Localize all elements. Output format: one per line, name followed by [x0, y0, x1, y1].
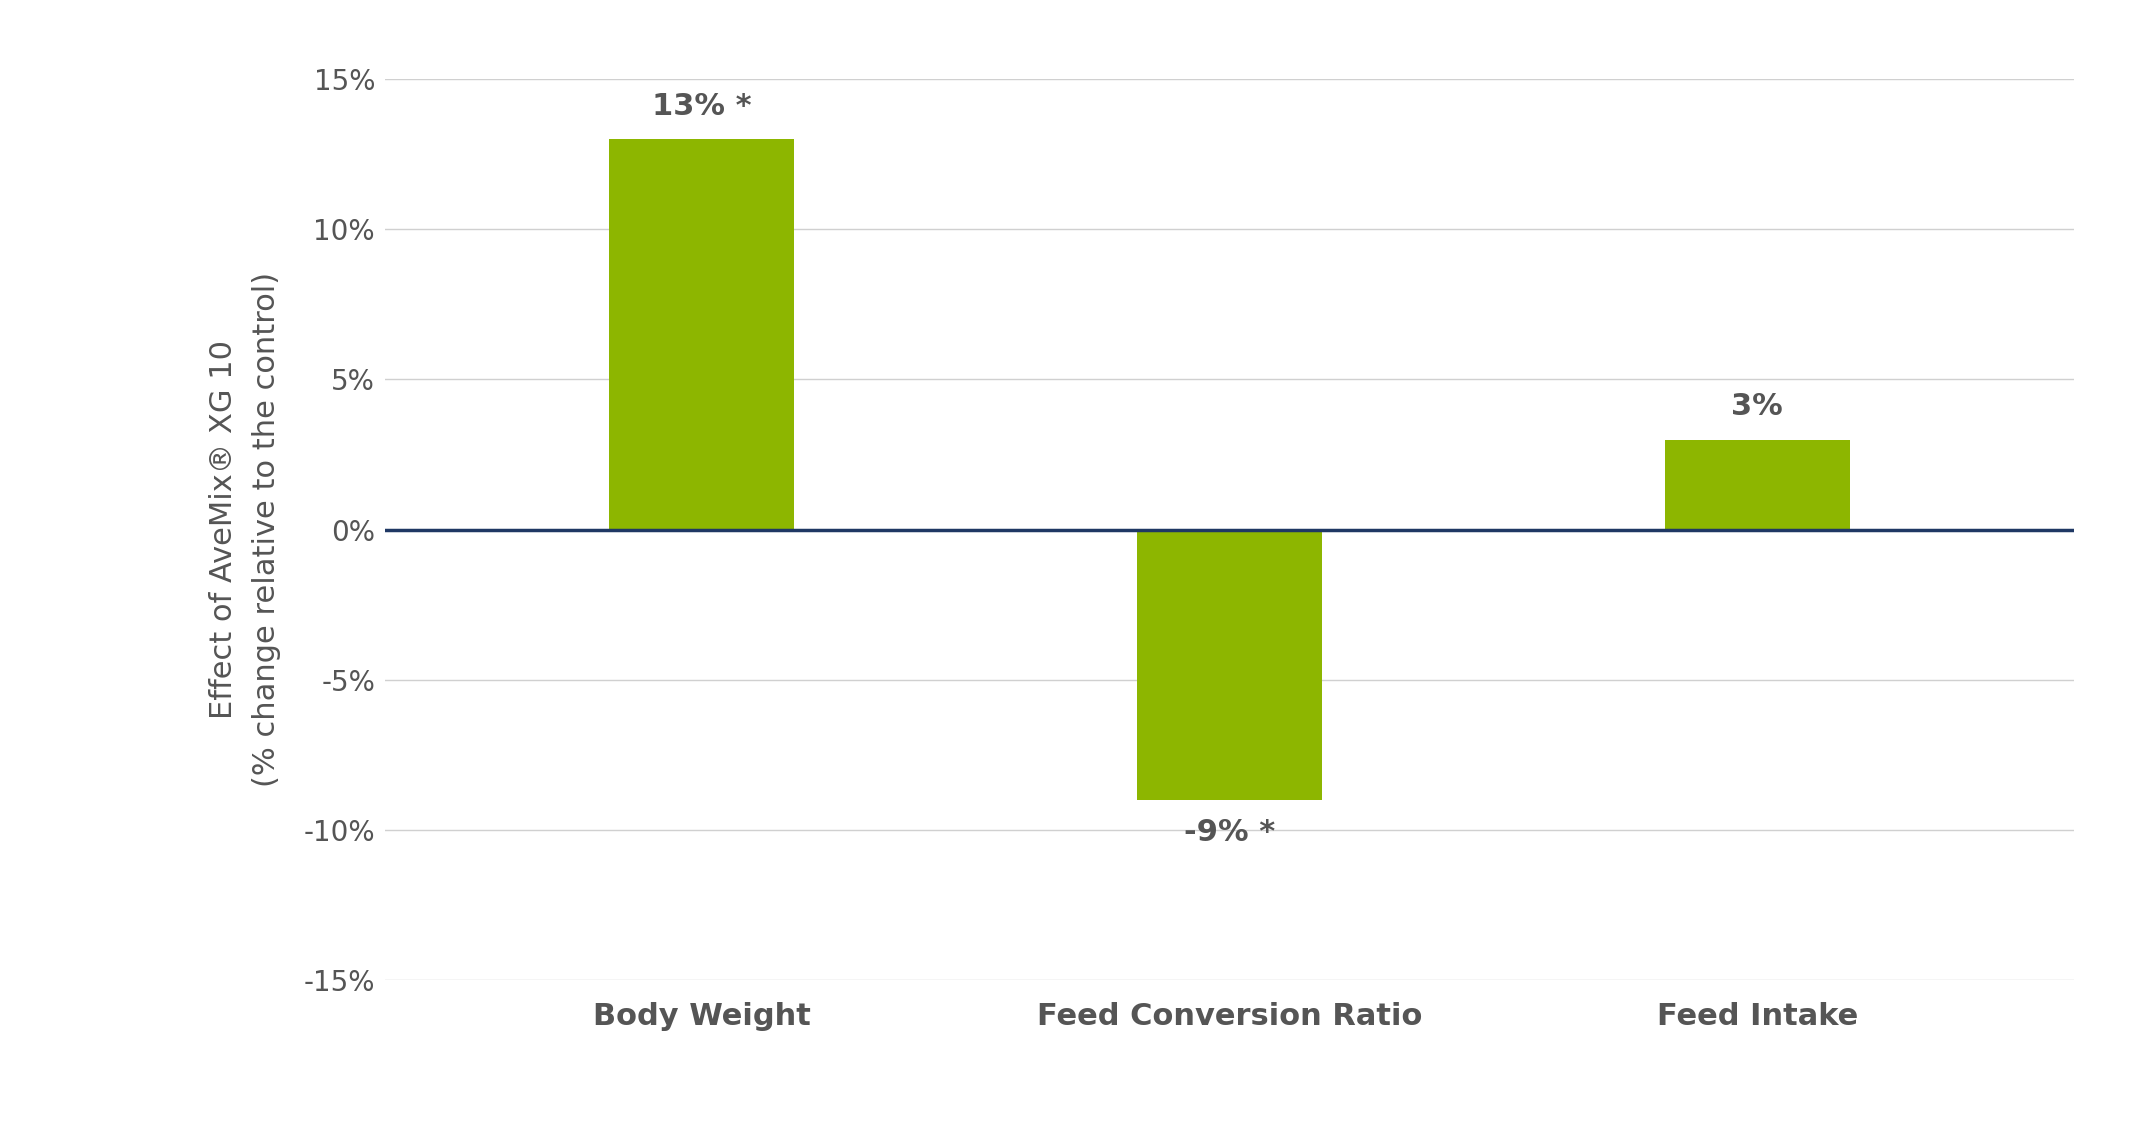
Text: 13% *: 13% *: [652, 92, 750, 121]
Text: -9% *: -9% *: [1184, 818, 1274, 848]
Y-axis label: Effect of AveMix® XG 10
(% change relative to the control): Effect of AveMix® XG 10 (% change relati…: [210, 272, 282, 788]
Bar: [609, 139, 793, 530]
Bar: [1137, 530, 1321, 800]
Text: 3%: 3%: [1732, 392, 1783, 421]
Bar: [1666, 440, 1849, 530]
